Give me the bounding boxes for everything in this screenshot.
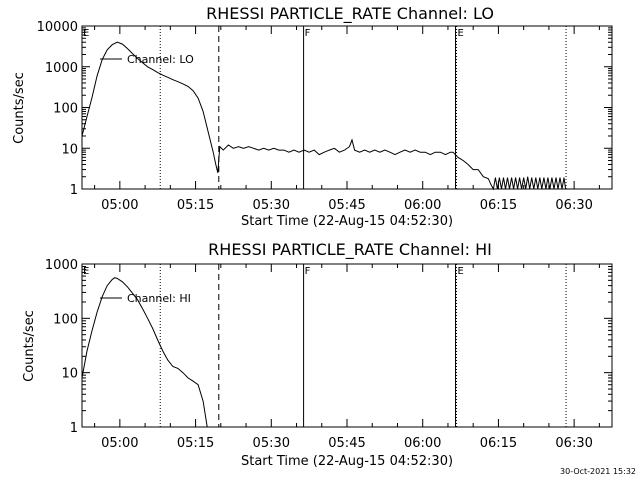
panel-lo-marker-label: E <box>458 28 464 39</box>
panel-lo-x-tick-label: 06:00 <box>404 198 441 213</box>
panel-lo-legend-label: Channel: LO <box>127 53 194 66</box>
panel-hi: RHESSI PARTICLE_RATE Channel: HI E F E 1 10… <box>22 240 613 469</box>
panel-lo-x-axis-label: Start Time (22-Aug-15 04:52:30) <box>241 214 453 229</box>
panel-lo: RHESSI PARTICLE_RATE Channel: LO E F E 1 10… <box>12 4 613 229</box>
panel-hi-x-tick-label: 05:15 <box>177 436 214 451</box>
panel-hi-y-axis: 1 10 100 1000 <box>45 258 612 436</box>
panel-lo-marker-label: F <box>305 28 311 39</box>
panel-hi-y-tick-label: 10 <box>61 367 78 382</box>
panel-hi-marker-label: E <box>458 266 464 277</box>
panel-hi-x-tick-label: 06:00 <box>404 436 441 451</box>
panel-hi-y-tick-label: 100 <box>53 312 78 327</box>
panel-hi-x-tick-label: 06:15 <box>480 436 517 451</box>
panel-lo-y-tick-label: 10000 <box>37 20 78 35</box>
panel-lo-y-axis-label: Counts/sec <box>12 72 27 144</box>
panel-lo-y-axis: 1 10 100 1000 10000 <box>37 20 612 198</box>
panel-hi-marker-label: F <box>305 266 311 277</box>
panel-lo-y-tick-label: 1 <box>70 183 78 198</box>
panel-hi-x-tick-label: 05:45 <box>328 436 365 451</box>
panel-hi-legend-label: Channel: HI <box>127 292 191 305</box>
panel-lo-plot-frame <box>81 25 613 190</box>
panel-lo-x-axis: 05:00 05:15 05:30 05:45 06:00 06:15 06:30 <box>94 26 600 213</box>
panel-lo-y-tick-label: 1000 <box>45 61 78 76</box>
panel-lo-x-tick-label: 05:30 <box>253 198 290 213</box>
panel-hi-y-axis-label: Counts/sec <box>22 310 37 382</box>
panel-lo-x-tick-label: 06:15 <box>480 198 517 213</box>
panel-hi-y-tick-label: 1000 <box>45 258 78 273</box>
panel-lo-x-tick-label: 05:00 <box>101 198 138 213</box>
panel-hi-x-tick-label: 05:30 <box>253 436 290 451</box>
panel-hi-x-tick-label: 06:30 <box>555 436 592 451</box>
panel-lo-title: RHESSI PARTICLE_RATE Channel: LO <box>206 4 494 24</box>
panel-hi-y-tick-label: 1 <box>70 421 78 436</box>
panel-hi-series-line <box>81 277 208 428</box>
panel-hi-title: RHESSI PARTICLE_RATE Channel: HI <box>208 240 492 260</box>
panel-lo-x-tick-label: 05:45 <box>328 198 365 213</box>
panel-hi-plot-frame <box>81 263 613 428</box>
panel-lo-y-tick-label: 100 <box>53 102 78 117</box>
footer-timestamp: 30-Oct-2021 15:32 <box>560 467 636 476</box>
panel-hi-x-tick-label: 05:00 <box>101 436 138 451</box>
panel-lo-series-line <box>81 41 567 191</box>
panel-hi-marker-label: E <box>83 266 89 277</box>
panel-hi-x-axis: 05:00 05:15 05:30 05:45 06:00 06:15 06:30 <box>94 264 600 451</box>
panel-lo-y-tick-label: 10 <box>61 142 78 157</box>
panel-lo-x-tick-label: 05:15 <box>177 198 214 213</box>
panel-hi-x-axis-label: Start Time (22-Aug-15 04:52:30) <box>241 454 453 469</box>
panel-lo-marker-label: E <box>83 28 89 39</box>
panel-lo-x-tick-label: 06:30 <box>555 198 592 213</box>
